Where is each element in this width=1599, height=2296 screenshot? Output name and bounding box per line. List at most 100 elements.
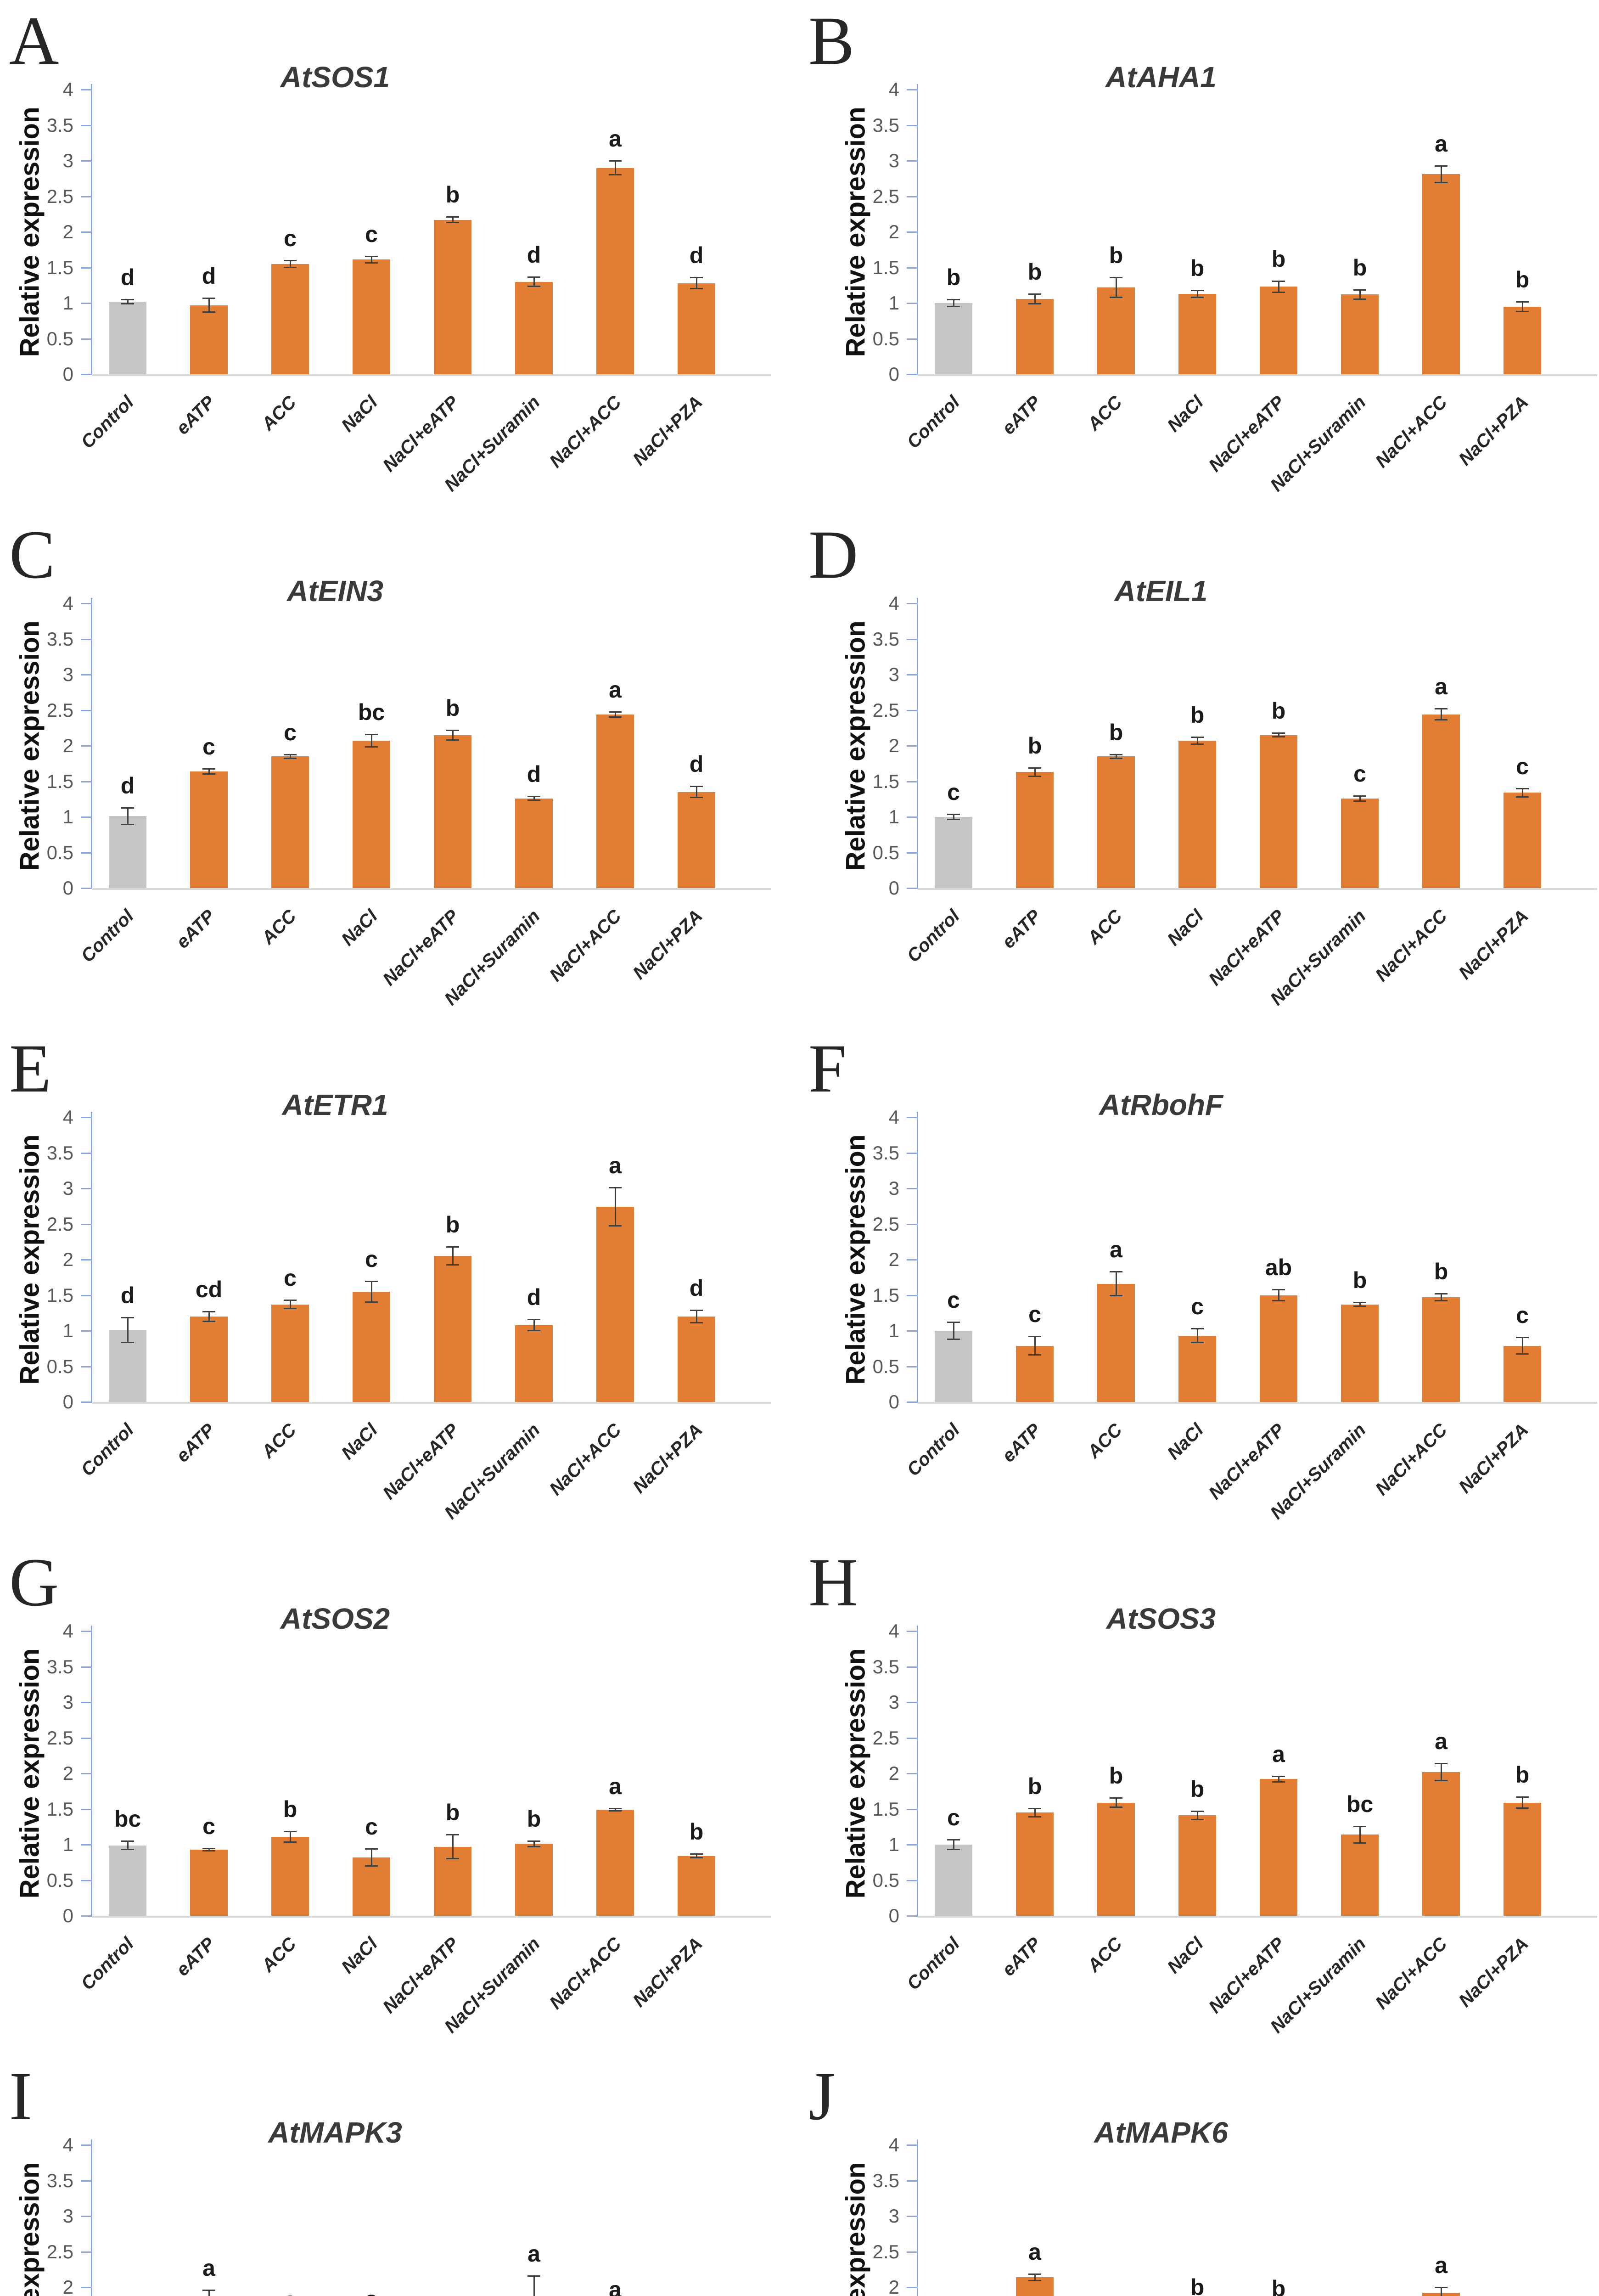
error-bar-cap-top (365, 1280, 378, 1282)
significance-letter: d (527, 242, 541, 268)
panel-letter: C (9, 517, 56, 593)
bar (271, 1836, 309, 1916)
chart-title: AtSOS2 (280, 1602, 390, 1635)
y-tick-label: 3 (62, 2205, 73, 2227)
x-axis-baseline (92, 1402, 771, 1404)
bar (271, 264, 309, 374)
error-bar (208, 768, 210, 774)
error-bar-cap-top (609, 160, 622, 162)
y-tick-label: 3.5 (872, 1655, 899, 1677)
error-bar-cap-bottom (1110, 757, 1122, 759)
error-bar-cap-top (1435, 708, 1448, 710)
y-tick-label: 4 (62, 2134, 73, 2155)
significance-letter: d (689, 751, 704, 777)
y-tick-mark (81, 2251, 92, 2253)
x-axis-baseline (92, 374, 771, 376)
y-tick-label: 0.5 (46, 1869, 73, 1891)
y-tick-mark (81, 338, 92, 340)
bar (935, 817, 972, 888)
y-tick-mark (907, 2287, 918, 2288)
error-bar-cap-bottom (202, 1850, 215, 1851)
error-bar-cap-top (1516, 1796, 1529, 1798)
error-bar-cap-top (527, 796, 540, 798)
significance-letter: a (1435, 2252, 1448, 2278)
significance-letter: b (1109, 1762, 1123, 1789)
error-bar (533, 276, 535, 287)
error-bar (614, 711, 616, 717)
chart-panel: A AtSOS1 Relative expression 0 0.5 1 1.5 2 2.5 3 3… (0, 0, 799, 514)
y-tick-mark (907, 888, 918, 889)
significance-letter: b (1352, 254, 1367, 281)
bar (190, 1317, 228, 1402)
chart-panel: G AtSOS2 Relative expression 0 0.5 1 1.5 2 2.5 3 3… (0, 1542, 799, 2055)
error-bar-cap-bottom (1028, 1816, 1041, 1818)
error-bar-cap-bottom (121, 1848, 134, 1850)
error-bar (1196, 737, 1198, 744)
error-bar-cap-bottom (121, 303, 134, 304)
bar (109, 816, 146, 888)
error-bar (127, 1841, 129, 1850)
y-tick-mark (907, 196, 918, 197)
y-tick-mark (907, 1844, 918, 1846)
y-tick-mark (81, 2144, 92, 2146)
error-bar-cap-top (947, 1322, 960, 1323)
y-tick-label: 4 (888, 2134, 899, 2155)
error-bar-cap-bottom (1516, 796, 1529, 798)
significance-letter: d (689, 242, 704, 269)
y-tick-mark (81, 1666, 92, 1668)
x-axis-baseline (918, 888, 1597, 890)
y-tick-mark (81, 231, 92, 233)
bar (353, 741, 390, 888)
y-tick-mark (81, 638, 92, 640)
significance-letter: b (445, 182, 460, 208)
error-bar-cap-top (527, 276, 540, 278)
y-tick-label: 1.5 (46, 770, 73, 792)
error-bar (953, 1840, 954, 1850)
error-bar (1034, 1808, 1036, 1817)
error-bar-cap-top (1028, 1336, 1041, 1338)
y-tick-mark (81, 374, 92, 375)
y-tick-label: 3 (888, 150, 899, 171)
error-bar (1278, 1289, 1279, 1301)
error-bar-cap-bottom (1516, 1353, 1529, 1355)
y-tick-label: 2.5 (872, 699, 899, 721)
bar (1260, 735, 1297, 888)
bar (1260, 287, 1297, 374)
significance-letter: b (1434, 1259, 1448, 1285)
significance-letter: c (202, 1813, 215, 1839)
y-tick-mark (81, 1259, 92, 1261)
error-bar-cap-bottom (1272, 1781, 1285, 1783)
error-bar-cap-top (1028, 767, 1041, 769)
error-bar (208, 1848, 210, 1851)
error-bar-cap-bottom (1516, 1807, 1529, 1809)
error-bar-cap-top (1435, 165, 1448, 167)
error-bar-cap-bottom (121, 1342, 134, 1344)
error-bar (1440, 2287, 1442, 2296)
y-tick-label: 0.5 (46, 841, 73, 863)
panel-letter: B (808, 3, 855, 79)
error-bar-cap-top (365, 255, 378, 257)
y-tick-mark (907, 267, 918, 269)
bar (515, 1844, 553, 1916)
error-bar (614, 161, 616, 175)
chart-title: AtMAPK6 (1094, 2116, 1228, 2149)
chart-panel: B AtAHA1 Relative expression 0 0.5 1 1.5 2 2.5 3 3… (799, 0, 1599, 514)
significance-letter: c (1028, 1301, 1041, 1328)
bar (434, 735, 471, 888)
y-tick-mark (907, 374, 918, 375)
x-axis-baseline (918, 1916, 1597, 1918)
error-bar-cap-bottom (947, 819, 960, 821)
error-bar (289, 754, 291, 759)
error-bar-cap-bottom (365, 262, 378, 264)
error-bar-cap-top (121, 299, 134, 301)
error-bar (1521, 788, 1523, 797)
bar (1016, 772, 1054, 888)
y-tick-label: 4 (62, 79, 73, 100)
error-bar (1115, 1797, 1117, 1808)
bar (190, 771, 228, 888)
bar (1504, 1345, 1541, 1402)
error-bar-cap-bottom (1353, 1842, 1366, 1844)
significance-letter: b (1271, 698, 1286, 724)
y-tick-mark (81, 196, 92, 197)
